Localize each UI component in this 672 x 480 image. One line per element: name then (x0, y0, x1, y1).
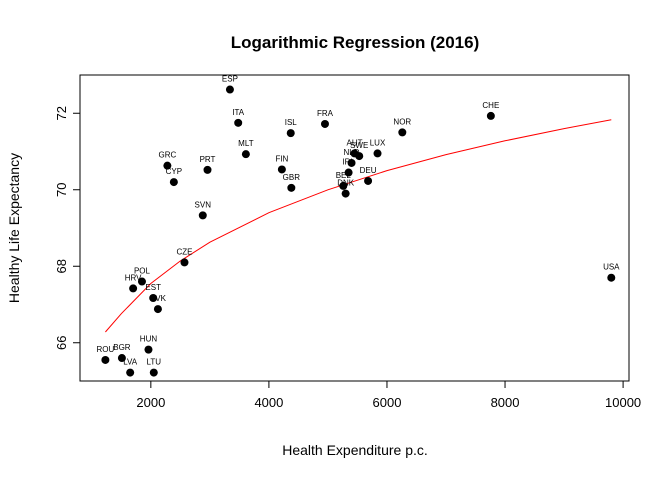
y-tick-label: 68 (54, 259, 69, 273)
x-tick-label: 6000 (373, 395, 402, 410)
data-point-che (486, 111, 495, 120)
data-point-grc (163, 161, 172, 170)
point-label-isl: ISL (285, 118, 298, 127)
data-point-irl (344, 168, 353, 177)
data-point-cze (180, 258, 189, 267)
data-point-bel (339, 181, 348, 190)
point-label-est: EST (145, 283, 161, 292)
point-label-grc: GRC (158, 151, 176, 160)
point-label-lva: LVA (123, 358, 138, 367)
point-label-deu: DEU (360, 166, 377, 175)
data-point-prt (203, 165, 212, 174)
point-label-nld: NLD (344, 148, 360, 157)
data-point-ita (234, 118, 243, 127)
point-label-mlt: MLT (238, 139, 254, 148)
data-point-nor (398, 128, 407, 137)
point-label-bel: BEL (336, 171, 352, 180)
data-point-cyp (169, 178, 178, 187)
data-point-ltu (149, 368, 158, 377)
data-point-bgr (117, 354, 126, 363)
x-tick-label: 2000 (136, 395, 165, 410)
y-tick-label: 66 (54, 336, 69, 350)
regression-curve (105, 119, 612, 333)
point-label-cyp: CYP (166, 167, 182, 176)
point-label-rou: ROU (96, 345, 114, 354)
data-point-usa (607, 273, 616, 282)
data-points (101, 85, 616, 377)
point-label-irl: IRL (342, 158, 355, 167)
point-label-bgr: BGR (113, 343, 131, 352)
data-point-est (149, 293, 158, 302)
data-point-dnk (341, 189, 350, 198)
point-label-aut: AUT (347, 138, 363, 147)
data-point-mlt (241, 150, 250, 159)
data-point-lux (373, 149, 382, 158)
point-label-ltu: LTU (147, 358, 162, 367)
point-label-svn: SVN (195, 200, 212, 209)
point-label-prt: PRT (200, 155, 216, 164)
data-point-rou (101, 355, 110, 364)
data-point-lva (126, 368, 135, 377)
chart-title: Logarithmic Regression (2016) (231, 33, 479, 52)
y-tick-label: 70 (54, 183, 69, 197)
data-point-hrv (129, 284, 138, 293)
x-axis-title: Health Expenditure p.c. (282, 442, 428, 458)
data-point-isl (286, 129, 295, 138)
x-tick-label: 4000 (254, 395, 283, 410)
point-label-fin: FIN (275, 154, 288, 163)
point-label-hun: HUN (140, 335, 158, 344)
x-tick-label: 8000 (491, 395, 520, 410)
point-label-cze: CZE (176, 247, 192, 256)
point-label-gbr: GBR (283, 173, 301, 182)
point-label-esp: ESP (222, 75, 238, 84)
data-point-esp (225, 85, 234, 94)
x-axis: 2000 4000 6000 8000 10000 (136, 380, 641, 410)
point-label-che: CHE (482, 101, 499, 110)
point-label-lux: LUX (370, 138, 386, 147)
y-axis-title: Healthy Life Expectancy (6, 153, 22, 303)
data-point-pol (137, 277, 146, 286)
point-label-svk: SVK (150, 294, 167, 303)
y-tick-label: 72 (54, 106, 69, 120)
point-label-usa: USA (603, 263, 620, 272)
data-point-nld (347, 158, 356, 167)
data-point-swe (355, 152, 364, 161)
plot-frame (79, 74, 630, 382)
point-label-hrv: HRV (125, 273, 142, 282)
data-point-gbr (287, 183, 296, 192)
x-tick-label: 10000 (605, 395, 641, 410)
data-point-fra (320, 119, 329, 128)
point-label-nor: NOR (393, 117, 411, 126)
data-point-svn (198, 211, 207, 220)
data-point-hun (144, 345, 153, 354)
data-point-fin (277, 165, 286, 174)
point-label-swe: SWE (350, 141, 368, 150)
point-label-ita: ITA (232, 108, 245, 117)
y-axis: 66 68 70 72 (54, 106, 81, 350)
data-point-svk (153, 305, 162, 314)
point-label-dnk: DNK (337, 179, 355, 188)
data-point-deu (364, 176, 373, 185)
point-label-pol: POL (134, 267, 151, 276)
point-label-fra: FRA (317, 109, 334, 118)
